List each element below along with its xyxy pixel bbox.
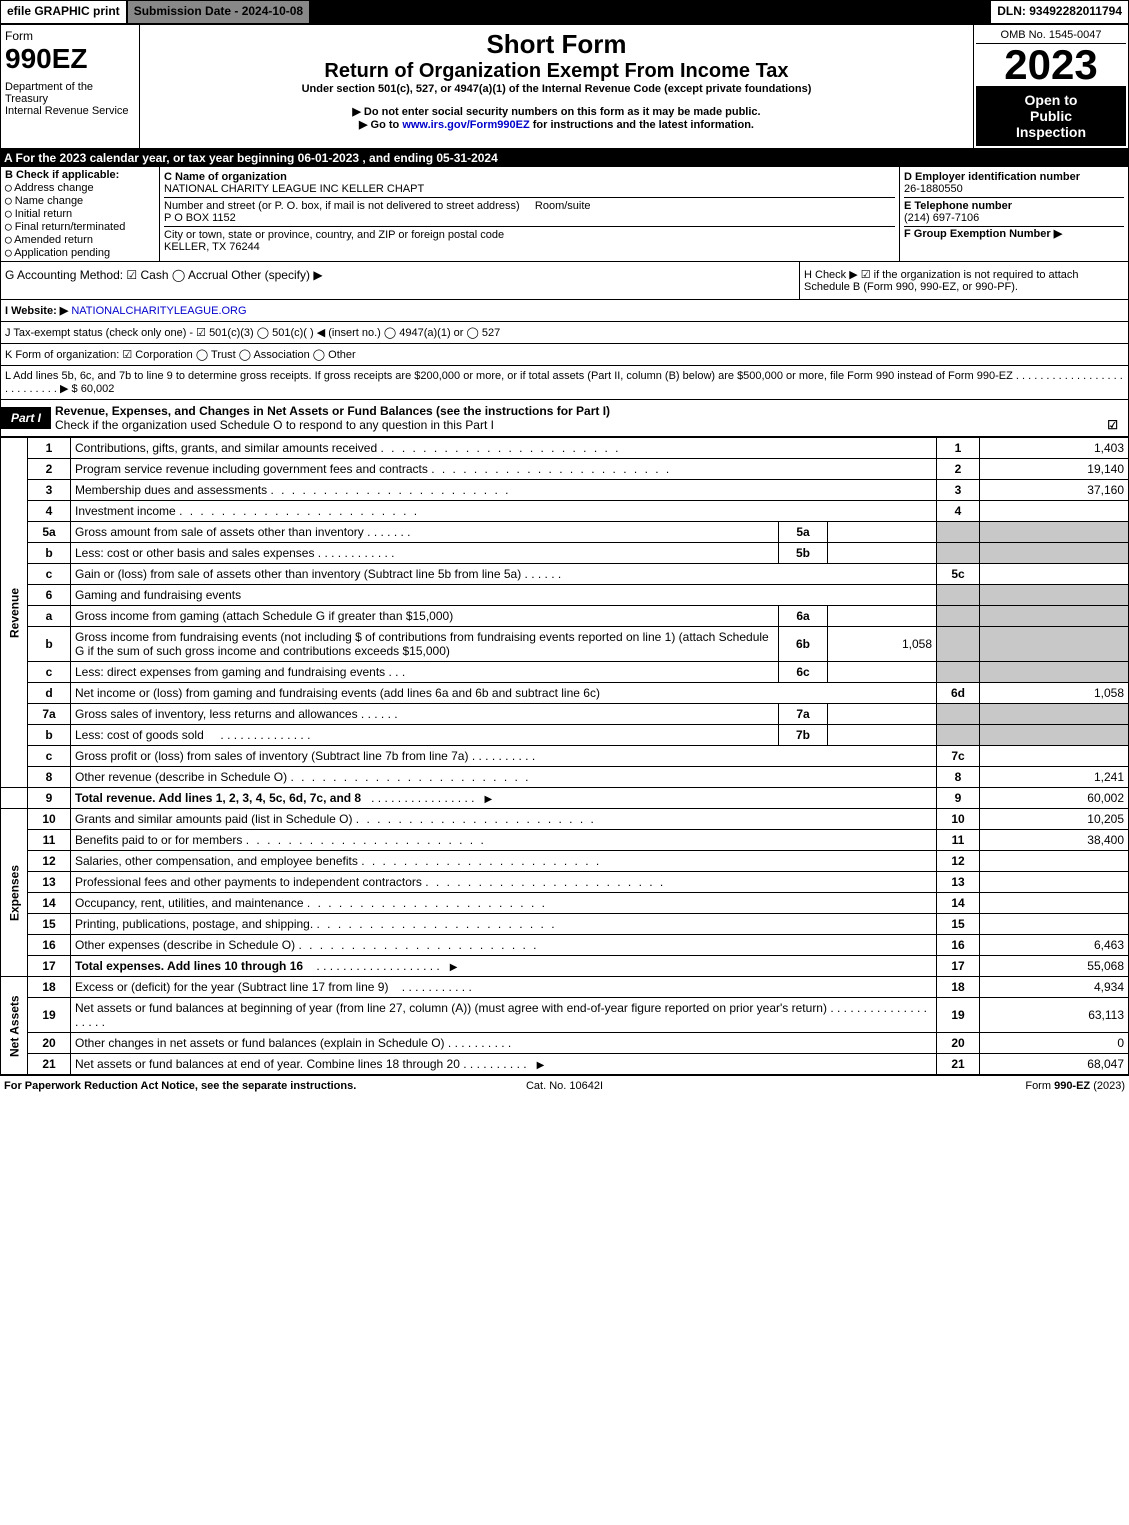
val-19: 63,113 [980, 998, 1129, 1033]
tax-exempt-status: J Tax-exempt status (check only one) - ☑… [0, 322, 1129, 344]
do-not-enter: ▶ Do not enter social security numbers o… [144, 105, 969, 118]
val-15 [980, 914, 1129, 935]
val-6d: 1,058 [980, 683, 1129, 704]
return-title: Return of Organization Exempt From Incom… [144, 60, 969, 83]
group-exemption: F Group Exemption Number ▶ [904, 228, 1062, 240]
part1-header: Part I Revenue, Expenses, and Changes in… [0, 400, 1129, 437]
org-info-row: B Check if applicable: ◯ Address change … [0, 167, 1129, 262]
val-1: 1,403 [980, 438, 1129, 459]
val-11: 38,400 [980, 830, 1129, 851]
submission-date: Submission Date - 2024-10-08 [127, 0, 310, 24]
form-number: 990EZ [5, 43, 135, 75]
footer-right: Form 990-EZ (2023) [751, 1080, 1125, 1092]
form-label: Form [5, 29, 135, 43]
lines-table: Revenue 1 Contributions, gifts, grants, … [0, 437, 1129, 1075]
val-21: 68,047 [980, 1054, 1129, 1075]
telephone: (214) 697-7106 [904, 212, 979, 224]
part1-label: Part I [1, 407, 51, 429]
org-street: P O BOX 1152 [164, 212, 236, 224]
short-form-title: Short Form [144, 29, 969, 60]
val-7c [980, 746, 1129, 767]
side-netassets: Net Assets [1, 977, 28, 1075]
val-16: 6,463 [980, 935, 1129, 956]
chk-address-change[interactable]: Address change [14, 182, 94, 194]
chk-name-change[interactable]: Name change [15, 195, 84, 207]
ein: 26-1880550 [904, 183, 963, 195]
website-link[interactable]: NATIONALCHARITYLEAGUE.ORG [71, 305, 246, 317]
section-a-tax-year: A For the 2023 calendar year, or tax yea… [0, 149, 1129, 167]
val-13 [980, 872, 1129, 893]
part1-checkbox[interactable]: ☑ [1107, 418, 1118, 432]
val-3: 37,160 [980, 480, 1129, 501]
side-revenue: Revenue [1, 438, 28, 788]
footer-catno: Cat. No. 10642I [378, 1080, 752, 1092]
val-6b: 1,058 [828, 627, 937, 662]
val-17: 55,068 [980, 956, 1129, 977]
irs-link[interactable]: www.irs.gov/Form990EZ [402, 119, 529, 131]
chk-initial-return[interactable]: Initial return [15, 208, 72, 220]
val-9: 60,002 [980, 788, 1129, 809]
val-5c [980, 564, 1129, 585]
page-footer: For Paperwork Reduction Act Notice, see … [0, 1075, 1129, 1096]
open-public-inspection: Open to Public Inspection [976, 86, 1126, 146]
val-2: 19,140 [980, 459, 1129, 480]
under-section: Under section 501(c), 527, or 4947(a)(1)… [144, 83, 969, 95]
accounting-method: G Accounting Method: ☑ Cash ◯ Accrual Ot… [1, 262, 799, 299]
val-14 [980, 893, 1129, 914]
val-12 [980, 851, 1129, 872]
gross-receipts-note: L Add lines 5b, 6c, and 7b to line 9 to … [0, 366, 1129, 400]
val-18: 4,934 [980, 977, 1129, 998]
form-header: Form 990EZ Department of the Treasury In… [0, 24, 1129, 149]
side-expenses: Expenses [1, 809, 28, 977]
org-city: KELLER, TX 76244 [164, 241, 260, 253]
org-name: NATIONAL CHARITY LEAGUE INC KELLER CHAPT [164, 183, 424, 195]
val-4 [980, 501, 1129, 522]
part1-subtitle: Check if the organization used Schedule … [55, 418, 494, 432]
footer-left: For Paperwork Reduction Act Notice, see … [4, 1080, 378, 1092]
chk-application-pending[interactable]: Application pending [14, 247, 110, 259]
goto-link[interactable]: ▶ Go to www.irs.gov/Form990EZ for instru… [144, 118, 969, 131]
tax-year: 2023 [976, 44, 1126, 86]
val-10: 10,205 [980, 809, 1129, 830]
chk-amended-return[interactable]: Amended return [14, 234, 93, 246]
form-of-organization: K Form of organization: ☑ Corporation ◯ … [0, 344, 1129, 366]
g-h-row: G Accounting Method: ☑ Cash ◯ Accrual Ot… [0, 262, 1129, 300]
val-20: 0 [980, 1033, 1129, 1054]
section-c-org: C Name of organization NATIONAL CHARITY … [160, 167, 899, 261]
website-row: I Website: ▶ NATIONALCHARITYLEAGUE.ORG [0, 300, 1129, 322]
chk-final-return[interactable]: Final return/terminated [15, 221, 126, 233]
part1-title: Revenue, Expenses, and Changes in Net As… [55, 404, 610, 418]
val-8: 1,241 [980, 767, 1129, 788]
dln-label: DLN: 93492282011794 [990, 0, 1129, 24]
top-bar: efile GRAPHIC print Submission Date - 20… [0, 0, 1129, 24]
gross-receipts-amount: ▶ $ 60,002 [60, 383, 114, 395]
efile-label[interactable]: efile GRAPHIC print [0, 0, 127, 24]
section-d-e-f: D Employer identification number 26-1880… [899, 167, 1128, 261]
schedule-b-check: H Check ▶ ☑ if the organization is not r… [799, 262, 1128, 299]
dept-line2: Internal Revenue Service [5, 105, 135, 117]
dept-line1: Department of the Treasury [5, 81, 135, 105]
section-b-checkboxes: B Check if applicable: ◯ Address change … [1, 167, 160, 261]
